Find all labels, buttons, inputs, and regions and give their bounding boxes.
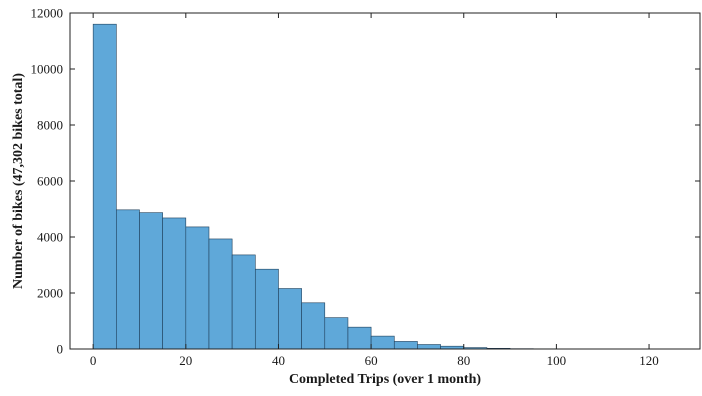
x-tick-label: 60 [365, 353, 378, 368]
x-tick-label: 40 [272, 353, 285, 368]
histogram-bar [393, 341, 418, 350]
y-tick-label: 0 [57, 342, 64, 357]
histogram-bar [278, 288, 302, 350]
histogram-bar [116, 209, 140, 350]
histogram-bar [254, 268, 279, 350]
x-tick-label: 120 [639, 353, 659, 368]
histogram-bar [347, 326, 372, 350]
histogram-bar [301, 302, 326, 350]
y-tick-label: 4000 [37, 230, 63, 245]
histogram-bar [208, 238, 233, 350]
histogram-bar [370, 335, 395, 350]
histogram-bar [231, 254, 256, 350]
x-tick-label: 0 [90, 353, 97, 368]
histogram-bar [324, 317, 349, 350]
histogram-bar [162, 217, 187, 350]
y-tick-label: 10000 [31, 62, 64, 77]
x-tick-label: 100 [547, 353, 567, 368]
histogram-bar [92, 23, 117, 350]
y-tick-label: 2000 [37, 286, 63, 301]
histogram-bar [185, 226, 210, 350]
histogram-bar [417, 344, 441, 350]
x-axis-ticks: 0 20 40 60 80 100 120 [90, 13, 659, 368]
x-tick-label: 20 [179, 353, 192, 368]
y-axis-ticks: 0 2000 4000 6000 8000 10000 12000 [31, 6, 700, 357]
histogram-bar [139, 212, 163, 350]
x-tick-label: 80 [457, 353, 470, 368]
histogram-bars [92, 23, 673, 350]
x-axis-title: Completed Trips (over 1 month) [289, 372, 481, 387]
y-axis-title: Number of bikes (47,302 bikes total) [11, 73, 26, 289]
y-tick-label: 8000 [37, 118, 63, 133]
y-tick-label: 12000 [31, 6, 64, 21]
y-tick-label: 6000 [37, 174, 63, 189]
